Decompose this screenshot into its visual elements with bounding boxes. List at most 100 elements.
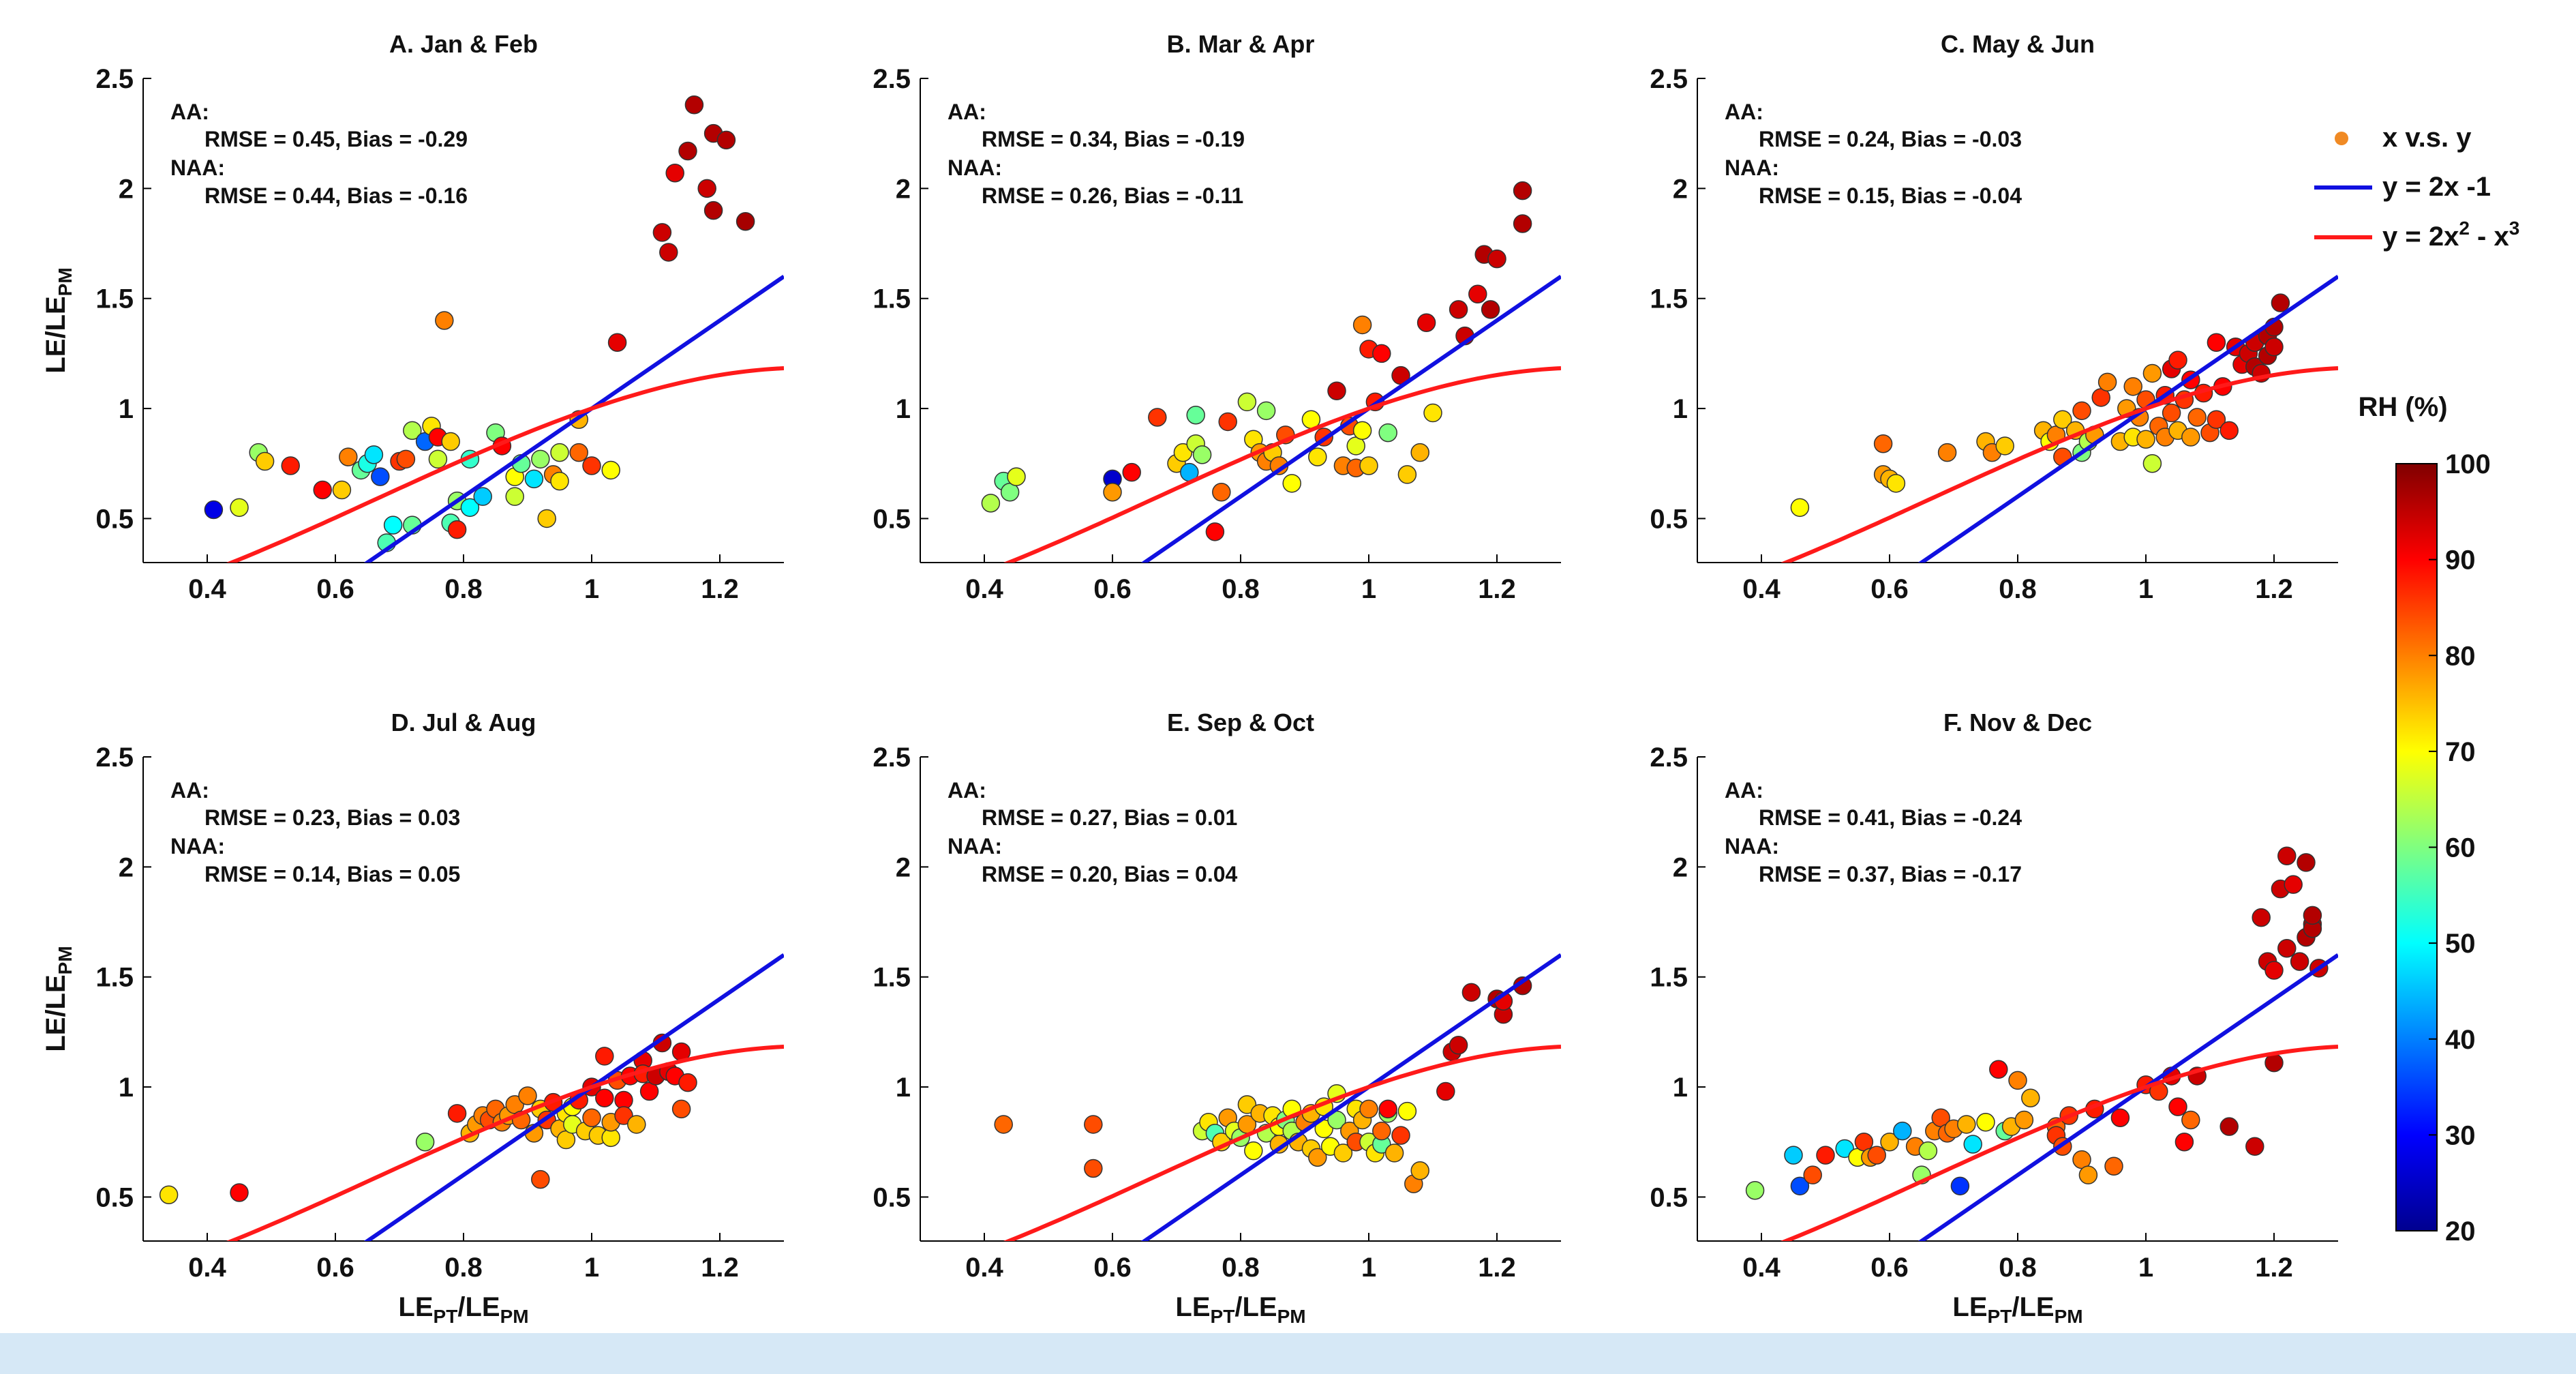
scatter-point [2097, 372, 2117, 392]
scatter-point [1803, 1165, 1822, 1184]
panel-0: A. Jan & Feb 0.4 0.6 0.8 1 1.2 0.5 1 1.5 2 2.5 AA: R… [41, 30, 784, 604]
legend-label: y = 2x -1 [2382, 172, 2491, 202]
scatter-series [204, 95, 755, 552]
aa-label: AA: [948, 100, 986, 124]
y-tick-label: 2 [896, 174, 911, 204]
y-tick-label: 1.5 [1650, 284, 1688, 314]
panel-title: B. Mar & Apr [1167, 30, 1315, 58]
naa-label: NAA: [170, 834, 225, 858]
scatter-point [2303, 906, 2322, 925]
scatter-point [1963, 1135, 1982, 1154]
scatter-point [2053, 410, 2072, 429]
cubic-curve-line [1780, 1045, 2338, 1241]
scatter-point [1873, 434, 1893, 453]
scatter-point [607, 333, 627, 353]
x-axis-label: LEPT/LEPM [1175, 1292, 1305, 1327]
scatter-point [994, 1115, 1013, 1134]
aa-label: AA: [1725, 100, 1763, 124]
x-tick-label: 0.8 [444, 574, 483, 604]
y-tick-label: 0.5 [95, 504, 134, 534]
naa-label: NAA: [948, 155, 1002, 180]
scatter-point [1308, 1148, 1327, 1167]
legend-entry-2: y = 2x2 - x3 [2314, 218, 2519, 252]
y-tick-label: 2.5 [95, 743, 134, 773]
scatter-point [550, 443, 569, 462]
scatter-point [460, 498, 480, 518]
scatter-point [1937, 443, 1957, 462]
legend-label: y = 2x2 - x3 [2382, 218, 2519, 252]
x-tick-label: 1.2 [2255, 574, 2293, 604]
scatter-point [2104, 1156, 2123, 1176]
scatter-series [981, 181, 1532, 541]
naa-label: NAA: [170, 155, 225, 180]
scatter-point [2284, 875, 2303, 894]
scatter-point [1352, 315, 1372, 335]
scatter-point [2297, 853, 2316, 872]
y-tick-label: 2 [119, 852, 134, 882]
scatter-point [447, 520, 467, 539]
scatter-point [447, 1104, 467, 1123]
scatter-point [1976, 1112, 1995, 1132]
linear-fit-line [1140, 274, 1561, 563]
scatter-point [1308, 447, 1327, 466]
x-tick-label: 0.6 [1870, 1253, 1909, 1283]
scatter-point [595, 1047, 614, 1066]
scatter-point [2123, 377, 2142, 396]
aa-label: AA: [1725, 778, 1763, 803]
scatter-point [1423, 403, 1442, 423]
scatter-point [524, 469, 544, 489]
naa-stats: RMSE = 0.20, Bias = 0.04 [982, 862, 1238, 886]
scatter-point [1186, 406, 1205, 425]
x-tick-label: 0.8 [444, 1253, 483, 1283]
x-tick-label: 0.6 [1093, 574, 1132, 604]
cubic-curve-line [226, 366, 784, 563]
scatter-point [1333, 1144, 1353, 1163]
naa-label: NAA: [948, 834, 1002, 858]
naa-stats: RMSE = 0.26, Bias = -0.11 [982, 183, 1243, 208]
naa-stats: RMSE = 0.15, Bias = -0.04 [1759, 183, 2022, 208]
scatter-point [383, 516, 403, 535]
scatter-point [550, 471, 569, 491]
scatter-point [2252, 908, 2271, 927]
scatter-point [2219, 1117, 2239, 1136]
scatter-point [1893, 1121, 1912, 1141]
scatter-point [230, 498, 249, 518]
scatter-point [1359, 456, 1378, 475]
scatter-point [396, 449, 416, 469]
scatter-point [736, 212, 755, 231]
scatter-point [1513, 214, 1532, 233]
y-tick-label: 1 [1673, 1073, 1688, 1103]
scatter-point [2264, 337, 2284, 357]
x-tick-label: 0.4 [188, 1253, 226, 1283]
x-tick-label: 1.2 [1478, 574, 1516, 604]
y-tick-label: 0.5 [873, 504, 911, 534]
scatter-point [1918, 1141, 1938, 1161]
aa-stats: RMSE = 0.23, Bias = 0.03 [204, 805, 460, 830]
linear-fit-line [363, 953, 784, 1241]
aa-stats: RMSE = 0.41, Bias = -0.24 [1759, 805, 2022, 830]
x-tick-label: 1 [2138, 574, 2153, 604]
scatter-point [1950, 1176, 1970, 1196]
scatter-point [1352, 421, 1372, 440]
y-tick-label: 1 [119, 1073, 134, 1103]
y-tick-label: 1.5 [873, 284, 911, 314]
scatter-point [716, 130, 736, 150]
scatter-point [339, 447, 358, 466]
scatter-point [2168, 350, 2187, 370]
scatter-point [2142, 363, 2162, 383]
aa-stats: RMSE = 0.24, Bias = -0.03 [1759, 127, 2022, 151]
scatter-point [582, 456, 601, 475]
scatter-point [1989, 1060, 2008, 1079]
scatter-point [2078, 1165, 2098, 1184]
scatter-point [659, 243, 678, 262]
x-tick-label: 0.6 [316, 574, 354, 604]
y-tick-label: 0.5 [1650, 1182, 1688, 1212]
panel-title: A. Jan & Feb [389, 30, 538, 58]
scatter-point [1784, 1146, 1803, 1165]
scatter-point [1282, 474, 1301, 493]
bottom-caption-band [0, 1333, 2576, 1374]
scatter-series [994, 976, 1532, 1193]
aa-label: AA: [170, 778, 209, 803]
scatter-point [652, 223, 672, 242]
